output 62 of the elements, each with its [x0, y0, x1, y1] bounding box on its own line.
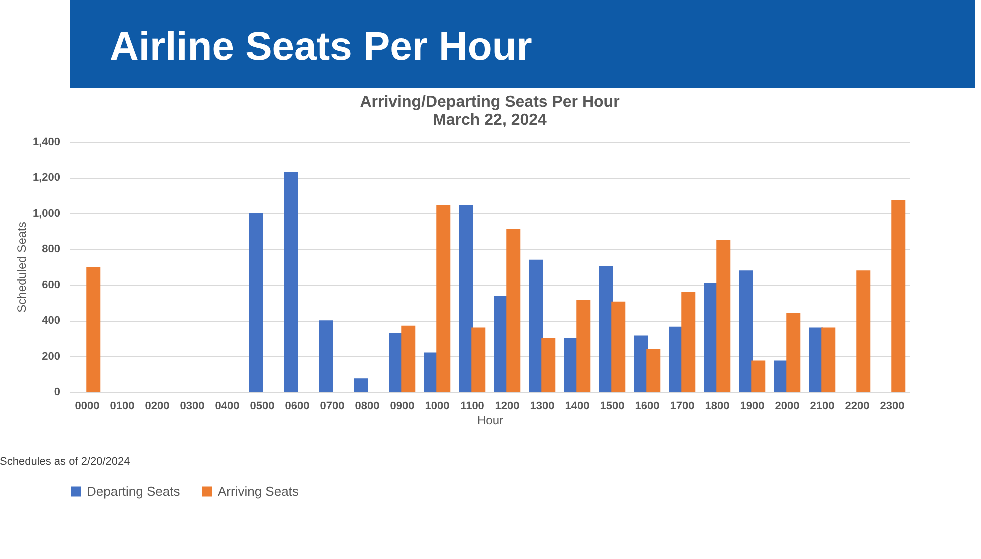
- x-tick-label: 0600: [285, 400, 310, 412]
- x-axis-title: Hour: [477, 414, 504, 428]
- chart-title: Airline Seats Per Hour: [110, 25, 532, 69]
- x-tick-label: 0100: [110, 400, 135, 412]
- bar: [682, 292, 696, 392]
- x-tick-label: 1000: [425, 400, 450, 412]
- bar: [402, 326, 416, 392]
- x-tick-label: 1800: [705, 400, 730, 412]
- y-tick-label: 600: [42, 279, 60, 292]
- x-tick-label: 2200: [845, 400, 870, 412]
- legend-label: Arriving Seats: [218, 484, 300, 499]
- bar: [506, 230, 521, 392]
- y-tick-label: 1,000: [32, 208, 60, 220]
- x-tick-label: 1500: [600, 400, 625, 412]
- y-tick-label: 800: [42, 244, 60, 256]
- x-tick-label: 0500: [250, 400, 275, 412]
- bar: [576, 300, 591, 392]
- y-tick-label: 400: [42, 315, 60, 328]
- x-tick-label: 2000: [775, 400, 800, 412]
- bar: [529, 260, 544, 392]
- bar: [459, 205, 474, 392]
- bar: [646, 349, 661, 392]
- bar: [822, 328, 836, 392]
- legend-label: Departing Seats: [87, 484, 181, 499]
- x-tick-label: 0900: [390, 400, 415, 412]
- x-tick-label: 0400: [215, 400, 240, 412]
- x-tick-label: 1900: [740, 400, 765, 412]
- x-tick-label: 1100: [460, 400, 484, 412]
- x-tick-label: 0300: [180, 400, 205, 412]
- x-tick-label: 1400: [565, 400, 590, 412]
- x-tick-label: 2300: [880, 400, 905, 412]
- x-tick-label: 2100: [810, 400, 835, 412]
- text: Schedules as of 2/20/2024: [0, 456, 130, 468]
- y-tick-label: 1,200: [32, 172, 60, 184]
- bar: [752, 360, 766, 392]
- y-tick-label: 1,400: [32, 136, 60, 148]
- bar: [786, 313, 801, 392]
- y-tick-label: 0: [54, 386, 60, 398]
- bar: [354, 378, 368, 392]
- x-tick-label: 0000: [75, 400, 100, 412]
- bar: [319, 320, 334, 392]
- x-tick-label: 0800: [355, 400, 380, 412]
- bar: [436, 205, 451, 392]
- bar: [892, 200, 906, 392]
- bar: [856, 270, 871, 392]
- x-tick-label: 1300: [530, 400, 555, 412]
- bar: [542, 338, 556, 392]
- x-tick-label: 1700: [670, 400, 695, 412]
- x-tick-label: 0700: [320, 400, 345, 412]
- bar: [284, 172, 298, 392]
- bar: [472, 328, 486, 392]
- y-tick-label: 200: [42, 350, 60, 363]
- bar: [249, 213, 264, 392]
- x-tick-label: 1600: [635, 400, 660, 412]
- bar: [86, 267, 101, 392]
- chart-subtitle: Arriving/Departing Seats Per Hour March 22, 2024: [360, 94, 620, 129]
- bar: [716, 240, 731, 392]
- x-tick-label: 1200: [495, 400, 520, 412]
- bar: [612, 302, 626, 392]
- y-axis-title: Scheduled Seats: [14, 222, 29, 313]
- x-tick-label: 0200: [145, 400, 170, 412]
- bar: [739, 270, 754, 392]
